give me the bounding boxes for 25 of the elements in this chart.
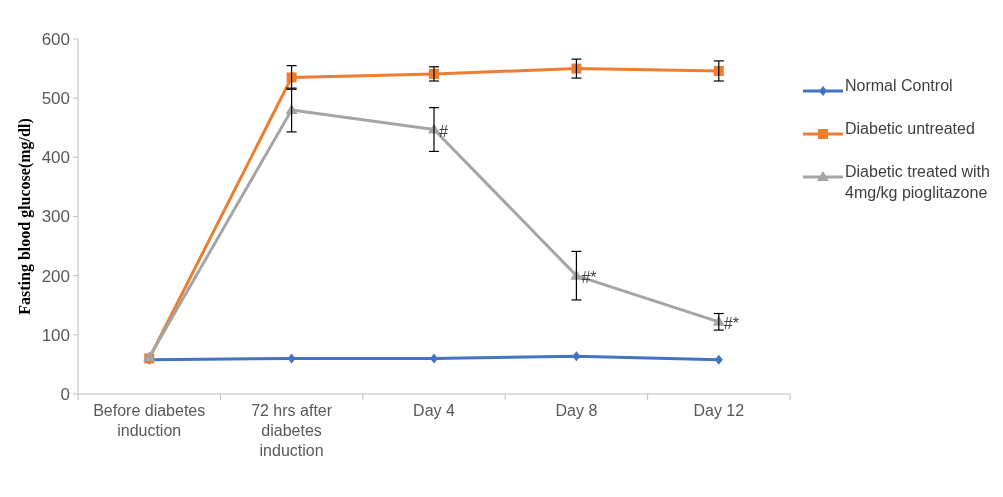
annotation: #* <box>723 315 739 333</box>
y-tick-label: 400 <box>41 148 70 168</box>
annotation: #* <box>581 268 597 286</box>
legend-label: Diabetic treated with 4mg/kg pioglitazone <box>845 163 990 201</box>
x-tick-label: Day 8 <box>555 402 598 419</box>
y-tick-label: 200 <box>41 266 70 286</box>
point <box>286 72 297 83</box>
x-tick-label: Before diabetes induction <box>93 402 206 439</box>
y-tick-label: 300 <box>41 207 70 227</box>
y-tick-label: 100 <box>41 325 70 345</box>
point <box>430 353 438 364</box>
legend-label: Normal Control <box>845 77 953 94</box>
point <box>714 354 723 365</box>
point <box>571 63 582 74</box>
y-tick-label: 0 <box>60 384 70 404</box>
x-tick-label: 72 hrs after diabetes induction <box>251 402 333 459</box>
y-tick-label: 500 <box>41 89 70 109</box>
y-tick-label: 600 <box>41 29 70 49</box>
annotation: # <box>439 122 448 140</box>
x-tick-label: Day 4 <box>413 402 455 419</box>
legend-label: Diabetic untreated <box>845 120 975 137</box>
point <box>572 351 581 362</box>
point <box>713 65 724 76</box>
x-tick-label: Day 12 <box>693 402 745 419</box>
y-axis-title: Fasting blood glucose(mg/dl) <box>16 118 34 315</box>
